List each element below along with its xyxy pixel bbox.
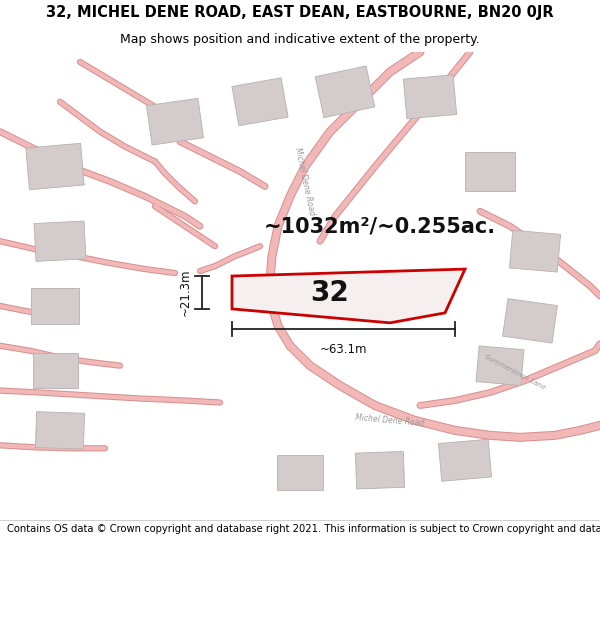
Polygon shape [232,269,465,323]
Text: Summerdown Lane: Summerdown Lane [484,354,547,391]
Text: Contains OS data © Crown copyright and database right 2021. This information is : Contains OS data © Crown copyright and d… [7,524,600,534]
Bar [503,299,557,343]
Text: 32: 32 [311,279,349,307]
Text: Map shows position and indicative extent of the property.: Map shows position and indicative extent… [120,32,480,46]
Text: ~63.1m: ~63.1m [320,342,367,356]
Bar [31,288,79,324]
Text: Michel Dene Road: Michel Dene Road [355,413,425,428]
Bar [465,152,515,191]
Bar [146,98,203,145]
Bar [355,451,404,489]
Bar [509,230,560,272]
Bar [439,439,491,481]
Bar [34,221,86,261]
Bar [32,353,77,388]
Bar [315,66,375,118]
Text: ~21.3m: ~21.3m [179,269,192,316]
Text: 32, MICHEL DENE ROAD, EAST DEAN, EASTBOURNE, BN20 0JR: 32, MICHEL DENE ROAD, EAST DEAN, EASTBOU… [46,6,554,21]
Bar [476,346,524,386]
Bar [35,412,85,449]
Bar [277,455,323,489]
Bar [232,78,288,126]
Text: Michel Dene Road: Michel Dene Road [293,147,317,216]
Bar [26,143,84,190]
Bar [403,75,457,119]
Text: ~1032m²/~0.255ac.: ~1032m²/~0.255ac. [264,216,496,236]
